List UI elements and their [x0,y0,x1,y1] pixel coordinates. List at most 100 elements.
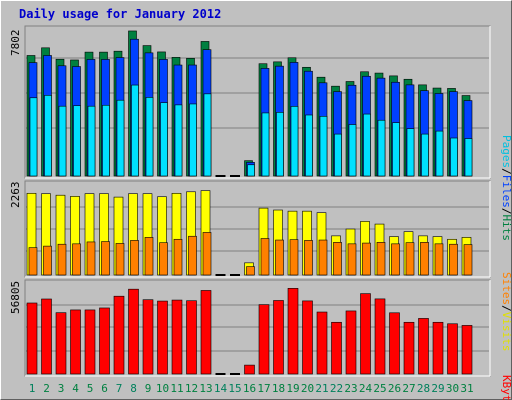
bar-sites [362,242,371,276]
bar-sites [246,266,255,276]
bar-kbytes [171,299,183,375]
bar-pages [58,105,67,177]
x-tick-label: 14 [214,382,228,395]
bar-sites [159,242,168,276]
bar-sites [72,243,81,276]
bar-pages [131,84,139,177]
bar-sites [318,239,328,276]
bar-pages [334,133,342,177]
ymax-label-top: 7802 [9,30,22,57]
bar-sites [463,244,473,276]
bar-sites [202,232,212,276]
bar-kbytes [432,321,444,375]
bar-kbytes [84,309,96,375]
x-tick-label: 31 [460,382,473,395]
bar-sites [130,240,139,276]
x-tick-label: 7 [116,382,123,395]
bar-pages [189,103,197,177]
x-tick-label: 28 [417,382,430,395]
bar-pages [305,114,313,177]
bar-sites [43,245,52,276]
legend-sites: Sites [500,272,512,305]
bar-pages [435,130,444,177]
ymax-label-mid: 2263 [9,182,22,209]
bar-pages [102,104,110,177]
legend-sep: / [500,305,512,312]
bar-pages [377,119,386,177]
bar-sites [101,241,110,276]
bar-pages [145,97,154,177]
x-tick-label: 5 [87,382,94,395]
bar-pages [218,175,226,177]
bars [26,30,473,375]
x-tick-label: 30 [446,382,459,395]
x-tick-label: 23 [344,382,357,395]
x-tick-label: 13 [199,382,212,395]
bar-kbytes [128,288,139,375]
x-tick-label: 18 [272,382,285,395]
legend-top: Pages/Files/Hits [500,135,512,241]
bar-sites [289,239,299,276]
bar-sites [232,274,240,276]
bar-pages [421,133,429,177]
x-tick-label: 12 [185,382,198,395]
panel-kbytes [24,279,491,377]
bar-kbytes [142,299,154,375]
bar-kbytes [55,312,67,375]
x-tick-label: 24 [359,382,373,395]
legend-files: Files [500,175,512,208]
bar-kbytes [113,295,125,375]
bar-pages [73,105,81,177]
bar-pages [247,164,255,177]
legend-mid: Sites/Visits [500,272,512,352]
x-tick-label: 29 [431,382,444,395]
bar-pages [44,95,52,177]
bar-sites [275,239,284,276]
x-tick-label: 16 [243,382,256,395]
bar-pages [203,93,212,177]
x-tick-label: 26 [388,382,401,395]
bar-kbytes [26,302,38,375]
bar-kbytes [418,318,429,375]
bar-kbytes [302,300,313,375]
legend-hits: Hits [500,215,512,242]
x-tick-label: 17 [257,382,270,395]
x-tick-label: 3 [58,382,65,395]
legend-pages: Pages [500,135,512,168]
bar-pages [392,122,400,177]
bar-pages [116,99,125,177]
legend-sep2: / [500,208,512,215]
bar-kbytes [287,288,299,375]
bar-pages [406,128,415,177]
bar-sites [86,241,96,276]
bar-pages [464,138,473,177]
x-tick-label: 1 [29,382,36,395]
bar-kbytes [374,298,386,375]
bar-kbytes [447,323,458,375]
x-tick-label: 19 [286,382,299,395]
bar-kbytes [244,364,255,375]
bar-pages [348,124,357,177]
bar-sites [449,243,458,276]
bar-kbytes [389,312,400,375]
bar-pages [233,175,240,177]
bar-kbytes [99,307,110,375]
legend-kbytes: KBytes [500,375,512,400]
bar-kbytes [41,298,52,375]
x-tick-label: 9 [145,382,152,395]
bar-kbytes [345,310,357,375]
panel-hits-files-pages [24,25,491,179]
bar-kbytes [461,325,473,375]
bar-kbytes [316,311,328,375]
bar-kbytes [273,300,284,375]
bar-pages [450,137,458,177]
panel-visits-sites [24,180,491,278]
bar-sites [144,237,154,276]
bar-pages [174,104,183,177]
legend-bot: KBytes [500,375,512,400]
x-tick-label: 20 [301,382,314,395]
x-tick-label: 10 [156,382,169,395]
bar-sites [28,247,38,276]
x-tick-label: 27 [402,382,415,395]
chart-title: Daily usage for January 2012 [19,7,222,21]
